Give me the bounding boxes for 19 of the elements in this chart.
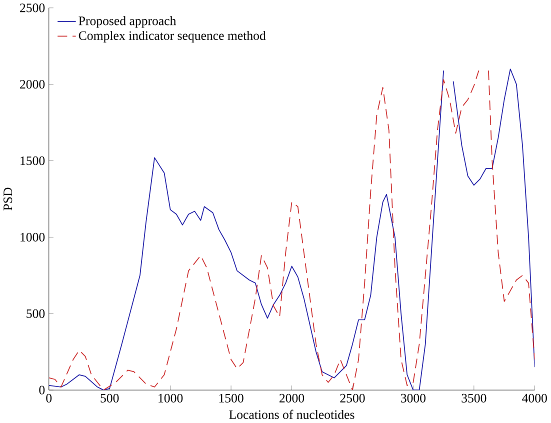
y-tick-label: 1000 — [20, 233, 45, 242]
legend-label: Complex indicator sequence method — [78, 31, 266, 43]
x-tick-label: 4000 — [522, 394, 547, 403]
x-axis-title: Locations of nucleotides — [229, 410, 354, 420]
x-tick-label: 2000 — [280, 394, 304, 403]
y-tick-label: 500 — [26, 310, 45, 318]
x-tick-label: 500 — [100, 394, 119, 403]
y-tick-label: 1500 — [20, 156, 45, 166]
x-tick-label: 1500 — [219, 394, 244, 403]
x-tick-label: 2500 — [340, 394, 365, 403]
x-tick-label: 3000 — [401, 394, 426, 403]
y-tick-label: 0 — [39, 386, 45, 395]
x-tick-label: 0 — [46, 394, 52, 403]
y-tick-label: 2000 — [20, 80, 45, 89]
x-tick-label: 1000 — [158, 394, 183, 403]
y-axis-title: PSD — [4, 188, 12, 211]
x-tick-label: 3500 — [462, 394, 486, 403]
y-tick-label: 2500 — [20, 4, 45, 12]
legend-label: Proposed approach — [78, 16, 176, 28]
